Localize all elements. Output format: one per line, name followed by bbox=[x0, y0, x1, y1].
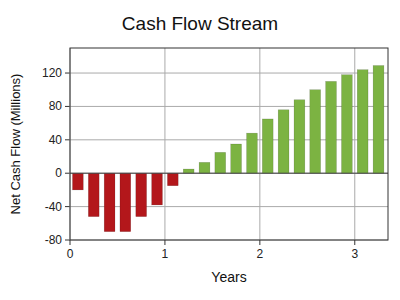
bar bbox=[183, 169, 194, 173]
tick-mark bbox=[65, 173, 70, 174]
tick-mark bbox=[259, 240, 260, 245]
tick-label: 3 bbox=[351, 247, 358, 261]
bar bbox=[199, 162, 210, 173]
bar bbox=[88, 173, 99, 216]
bars bbox=[72, 66, 383, 232]
tick-label: -80 bbox=[45, 233, 63, 247]
tick-label: 0 bbox=[55, 166, 62, 180]
bar bbox=[247, 133, 258, 173]
bar bbox=[326, 81, 337, 173]
bar bbox=[120, 173, 131, 231]
tick-mark bbox=[65, 139, 70, 140]
y-axis-label: Net Cash Flow (Millions) bbox=[8, 74, 23, 215]
bar bbox=[167, 173, 178, 186]
tick-mark bbox=[354, 240, 355, 245]
zero-line bbox=[70, 173, 388, 174]
tick-mark bbox=[65, 73, 70, 74]
bar bbox=[310, 90, 321, 173]
grid-line bbox=[70, 73, 388, 74]
tick-label: 120 bbox=[42, 66, 62, 80]
chart: Cash Flow Stream -80 -40 0 40 80 120 0 1 2 3 Years N… bbox=[0, 0, 400, 300]
plot-area bbox=[70, 48, 388, 240]
bar bbox=[72, 173, 83, 190]
tick-label: -40 bbox=[45, 200, 63, 214]
grid-line bbox=[70, 139, 388, 140]
bar bbox=[357, 70, 368, 174]
bar bbox=[104, 173, 115, 231]
bar bbox=[278, 110, 289, 173]
bar bbox=[342, 75, 353, 174]
grid-line bbox=[354, 48, 355, 240]
bar bbox=[152, 173, 163, 205]
plot-frame bbox=[70, 48, 388, 240]
bar bbox=[373, 66, 384, 174]
grid-line bbox=[164, 48, 165, 240]
grid-line bbox=[70, 206, 388, 207]
bar bbox=[136, 173, 147, 216]
title: Cash Flow Stream bbox=[122, 13, 278, 34]
grid-line bbox=[259, 48, 260, 240]
tick-label: 1 bbox=[162, 247, 169, 261]
tick-label: 2 bbox=[257, 247, 264, 261]
bar bbox=[294, 100, 305, 173]
tick-label: 0 bbox=[67, 247, 74, 261]
bar bbox=[231, 144, 242, 173]
grid-line bbox=[70, 106, 388, 107]
tick-label: 40 bbox=[49, 133, 63, 147]
tick-mark bbox=[65, 106, 70, 107]
bar bbox=[215, 152, 226, 173]
tick-mark bbox=[70, 240, 71, 245]
tick-mark bbox=[164, 240, 165, 245]
bar bbox=[262, 119, 273, 173]
tick-mark bbox=[65, 240, 70, 241]
tick-label: 80 bbox=[49, 99, 63, 113]
grid-line bbox=[70, 173, 388, 174]
tick-mark bbox=[65, 206, 70, 207]
x-axis-label: Years bbox=[211, 269, 246, 285]
